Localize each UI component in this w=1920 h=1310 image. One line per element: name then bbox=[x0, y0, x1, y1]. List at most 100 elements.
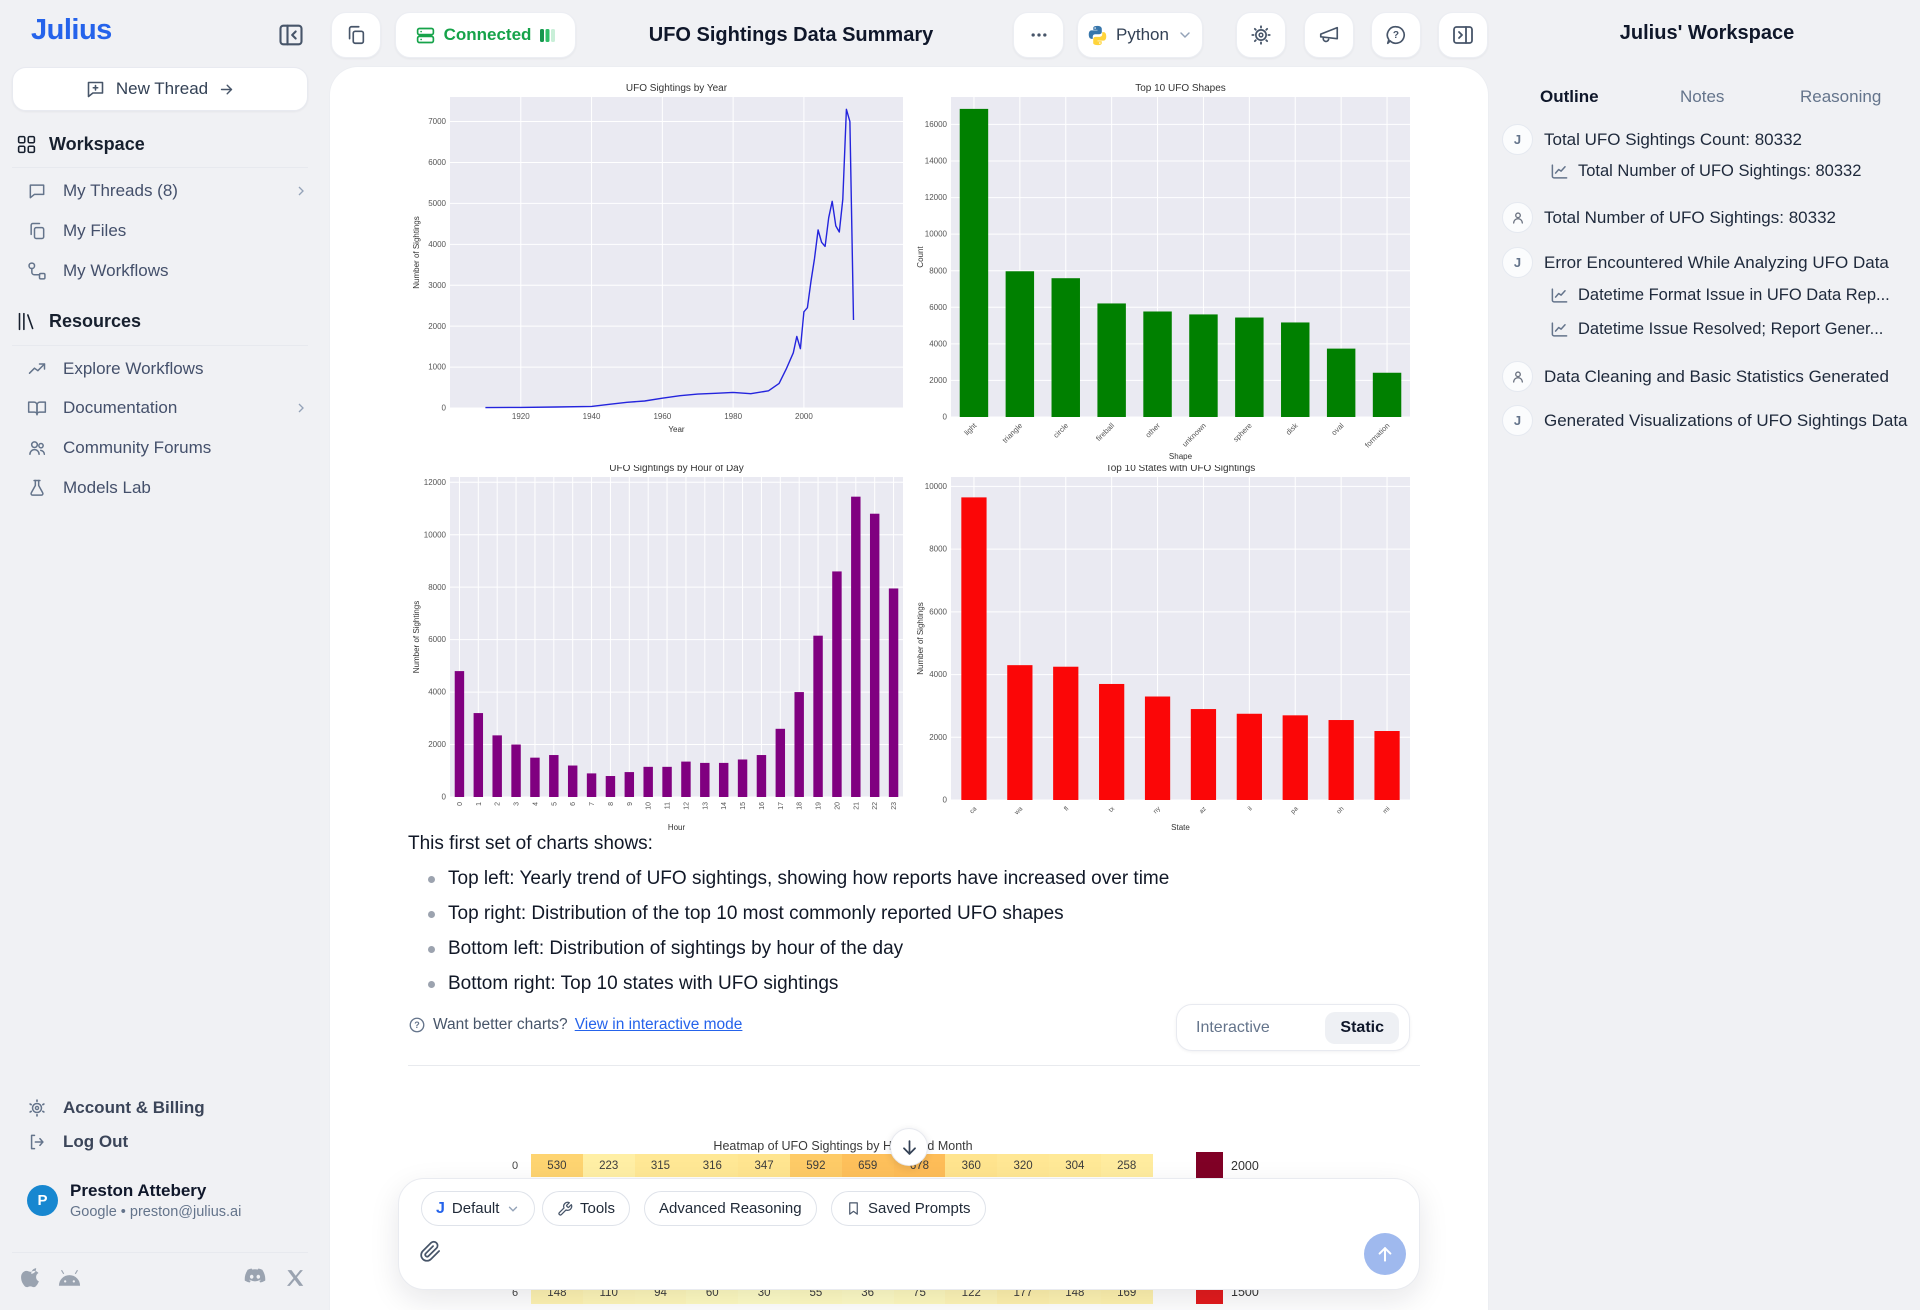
svg-text:2000: 2000 bbox=[795, 412, 813, 421]
tools-pill[interactable]: Tools bbox=[542, 1191, 631, 1226]
svg-text:4000: 4000 bbox=[929, 339, 947, 348]
heatmap-cell: 360 bbox=[945, 1154, 998, 1177]
svg-text:13: 13 bbox=[702, 802, 709, 810]
send-button[interactable] bbox=[1364, 1233, 1406, 1275]
apple-icon[interactable] bbox=[20, 1266, 43, 1289]
settings-button[interactable] bbox=[1236, 12, 1286, 58]
help-icon: ? bbox=[1386, 25, 1405, 45]
svg-text:UFO Sightings by Year: UFO Sightings by Year bbox=[626, 83, 728, 94]
model-label: Default bbox=[451, 1200, 500, 1217]
svg-text:10000: 10000 bbox=[925, 230, 948, 239]
svg-text:wa: wa bbox=[1013, 805, 1025, 817]
tab-outline[interactable]: Outline bbox=[1540, 87, 1599, 106]
sidebar-item-my-workflows[interactable]: My Workflows bbox=[27, 261, 309, 281]
model-selector-pill[interactable]: J Default bbox=[421, 1191, 536, 1226]
heatmap-cell: 223 bbox=[582, 1154, 635, 1177]
android-icon[interactable] bbox=[57, 1268, 82, 1288]
python-icon bbox=[1088, 25, 1107, 45]
svg-text:8: 8 bbox=[608, 802, 615, 806]
announcements-button[interactable] bbox=[1304, 12, 1354, 58]
svg-text:6000: 6000 bbox=[428, 158, 446, 167]
advanced-reasoning-pill[interactable]: Advanced Reasoning bbox=[644, 1191, 817, 1226]
toggle-interactive[interactable]: Interactive bbox=[1196, 1018, 1270, 1036]
sidebar-item-explore-workflows[interactable]: Explore Workflows bbox=[27, 359, 309, 379]
svg-text:15: 15 bbox=[740, 802, 747, 810]
chevron-down-icon bbox=[1180, 32, 1190, 39]
bullet-dot bbox=[428, 876, 435, 883]
new-thread-label: New Thread bbox=[115, 79, 209, 98]
new-thread-button[interactable]: New Thread bbox=[12, 67, 308, 111]
svg-text:10000: 10000 bbox=[925, 482, 948, 491]
saved-prompts-pill[interactable]: Saved Prompts bbox=[831, 1191, 986, 1226]
better-charts-hint: ? Want better charts? View in interactiv… bbox=[408, 1016, 742, 1034]
collapse-sidebar-icon[interactable] bbox=[277, 21, 305, 49]
copy-thread-button[interactable] bbox=[331, 12, 381, 58]
user-info[interactable]: Preston Attebery Google • preston@julius… bbox=[70, 1181, 241, 1220]
svg-text:14000: 14000 bbox=[925, 157, 948, 166]
svg-text:16000: 16000 bbox=[925, 120, 948, 129]
logout-icon bbox=[30, 1134, 44, 1150]
svg-text:oh: oh bbox=[1335, 805, 1345, 815]
svg-text:5: 5 bbox=[551, 802, 558, 806]
toggle-static[interactable]: Static bbox=[1325, 1011, 1399, 1044]
help-button[interactable]: ? bbox=[1371, 12, 1421, 58]
outline-item[interactable]: Data Cleaning and Basic Statistics Gener… bbox=[1502, 361, 1920, 392]
chevron-right-icon bbox=[298, 403, 304, 413]
tab-reasoning[interactable]: Reasoning bbox=[1800, 87, 1882, 106]
svg-text:16: 16 bbox=[759, 802, 766, 810]
outline-item[interactable]: J Error Encountered While Analyzing UFO … bbox=[1502, 247, 1920, 278]
outline-item[interactable]: J Total UFO Sightings Count: 80332 bbox=[1502, 124, 1920, 155]
colorbar-tick-label: 2000 bbox=[1231, 1159, 1259, 1173]
outline-item[interactable]: J Generated Visualizations of UFO Sighti… bbox=[1502, 405, 1920, 436]
svg-text:23: 23 bbox=[891, 802, 898, 810]
sidebar-item-community-forums[interactable]: Community Forums bbox=[27, 438, 309, 458]
sidebar-item-my-files[interactable]: My Files bbox=[27, 221, 309, 241]
heatmap-row-label: 0 bbox=[512, 1160, 519, 1172]
more-options-button[interactable] bbox=[1013, 12, 1064, 58]
language-selector[interactable]: Python bbox=[1077, 12, 1203, 58]
discord-icon[interactable] bbox=[243, 1268, 267, 1287]
person-icon bbox=[1512, 211, 1523, 224]
user-avatar[interactable]: P bbox=[27, 1185, 58, 1216]
svg-text:4000: 4000 bbox=[428, 688, 446, 697]
svg-text:other: other bbox=[1144, 421, 1163, 440]
svg-text:?: ? bbox=[1393, 30, 1399, 41]
scroll-to-bottom-button[interactable] bbox=[890, 1128, 928, 1166]
sidebar-item-log-out[interactable]: Log Out bbox=[27, 1132, 309, 1152]
heatmap-row: 530 223 315 316 347 592 659 678 360 320 304 258 bbox=[531, 1154, 1153, 1177]
sidebar-item-account-billing[interactable]: Account & Billing bbox=[27, 1098, 309, 1118]
svg-text:State: State bbox=[1171, 823, 1190, 832]
sidebar-item-my-threads[interactable]: My Threads (8) bbox=[27, 181, 309, 201]
outline-sub-item[interactable]: Datetime Issue Resolved; Report Gener... bbox=[1550, 320, 1920, 339]
sidebar-item-documentation[interactable]: Documentation bbox=[27, 398, 309, 418]
x-logo-icon[interactable] bbox=[285, 1268, 305, 1288]
message-plus-icon bbox=[87, 81, 104, 97]
svg-text:2: 2 bbox=[495, 802, 502, 806]
chevron-right-icon bbox=[298, 186, 304, 196]
julius-logo[interactable]: Julius bbox=[31, 14, 112, 46]
saved-prompts-label: Saved Prompts bbox=[868, 1200, 971, 1217]
svg-text:ny: ny bbox=[1152, 805, 1162, 815]
heatmap-cell: 320 bbox=[997, 1154, 1049, 1177]
sidebar-item-models-lab[interactable]: Models Lab bbox=[27, 478, 309, 498]
chart-top-10-ufo-shapes: 0 2000 4000 6000 8000 10000 12000 14000 16000 lig… bbox=[916, 83, 1410, 461]
svg-text:3000: 3000 bbox=[428, 281, 446, 290]
svg-text:2000: 2000 bbox=[428, 740, 446, 749]
svg-text:6000: 6000 bbox=[929, 607, 947, 616]
svg-text:0: 0 bbox=[442, 404, 447, 413]
outline-sub-item[interactable]: Datetime Format Issue in UFO Data Rep... bbox=[1550, 286, 1920, 305]
tab-notes[interactable]: Notes bbox=[1680, 87, 1725, 106]
attach-file-button[interactable] bbox=[419, 1239, 442, 1262]
svg-text:1960: 1960 bbox=[653, 412, 671, 421]
outline-item[interactable]: Total Number of UFO Sightings: 80332 bbox=[1502, 202, 1920, 233]
connected-status-button[interactable]: Connected bbox=[395, 12, 576, 58]
svg-text:18: 18 bbox=[797, 802, 804, 810]
outline-sub-item[interactable]: Total Number of UFO Sightings: 80332 bbox=[1550, 162, 1920, 181]
interactive-mode-link[interactable]: View in interactive mode bbox=[574, 1016, 743, 1033]
expand-right-panel-button[interactable] bbox=[1438, 12, 1488, 58]
svg-text:unknown: unknown bbox=[1180, 421, 1208, 449]
svg-text:oval: oval bbox=[1329, 421, 1345, 437]
gear-icon bbox=[29, 1099, 45, 1117]
prompt-input-card[interactable]: J Default Tools Advanced Reasoning Saved… bbox=[398, 1178, 1420, 1290]
